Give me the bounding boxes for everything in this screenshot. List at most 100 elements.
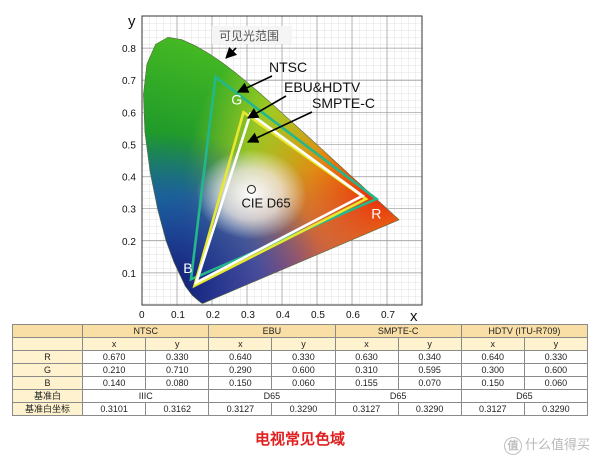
table-cell: 0.330 <box>523 350 589 364</box>
x-tick-label: 0.6 <box>346 310 360 321</box>
table-cell: 0.340 <box>397 350 462 364</box>
row-label: 基准白 <box>11 389 84 403</box>
visible-range-label-box <box>212 26 292 44</box>
table-cell: 0.3290 <box>397 402 462 416</box>
x-axis-title: x <box>410 308 418 322</box>
row-label: 基准白坐标 <box>11 402 84 416</box>
smpte-c-arrow <box>246 111 313 143</box>
col-header-ntsc: NTSC <box>82 324 210 338</box>
table-cell: 0.630 <box>334 350 399 364</box>
table-cell: 0.640 <box>460 350 525 364</box>
ebu-hdtv-label: EBU&HDTV <box>284 79 361 95</box>
y-tick-label: 0.2 <box>122 237 136 248</box>
table-header-row: NTSC EBU SMPTE-C HDTV (ITU-R709) <box>11 324 589 338</box>
table-corner-cell <box>11 324 84 338</box>
table-cell: 0.150 <box>208 376 273 390</box>
ebu-hdtv-arrow <box>247 95 287 119</box>
row-label: B <box>11 376 84 390</box>
table-cell: 0.080 <box>145 376 210 390</box>
table-cell: D65 <box>460 389 589 403</box>
white-point-label: CIE D65 <box>241 195 290 210</box>
table-cell: D65 <box>334 389 462 403</box>
y-tick-label: 0.7 <box>122 76 136 87</box>
y-tick-label: 0.1 <box>122 269 136 280</box>
table-cell: 0.3127 <box>460 402 525 416</box>
table-cell: 0.710 <box>145 363 210 377</box>
ebu-hdtv-gamut-triangle <box>192 110 369 289</box>
table-cell: 0.060 <box>271 376 336 390</box>
visible-range-arrow <box>225 46 238 59</box>
table-cell: 0.060 <box>523 376 589 390</box>
figure-caption: 电视常见色域 <box>254 430 345 448</box>
table-row: 基准白 IIIC D65 D65 D65 <box>11 389 589 403</box>
table-cell: 0.670 <box>82 350 147 364</box>
table-subheader-row: x y x y x y x y <box>11 337 589 351</box>
table-cell: 0.290 <box>208 363 273 377</box>
white-point-marker <box>246 184 256 194</box>
table-cell: 0.640 <box>208 350 273 364</box>
visible-range-label: 可见光范围 <box>219 29 279 43</box>
coord-header-y: y <box>523 337 589 351</box>
table-cell: 0.3127 <box>334 402 399 416</box>
table-subheader-blank <box>11 337 84 351</box>
x-axis-ticks: 0 0.1 0.2 0.3 0.4 0.5 0.6 0.7 <box>139 310 395 321</box>
table-cell: 0.3127 <box>208 402 273 416</box>
x-tick-label: 0.7 <box>381 310 395 321</box>
cie-chromaticity-diagram: CIE D65 R G B 可见光范围 NTSC EBU&HDTV SMPTE-… <box>122 13 423 322</box>
x-tick-label: 0.4 <box>276 310 290 321</box>
table-row: 基准白坐标 0.3101 0.3162 0.3127 0.3290 0.3127… <box>11 402 589 416</box>
ntsc-label: NTSC <box>269 59 307 75</box>
y-tick-label: 0.6 <box>122 108 136 119</box>
coord-header-y: y <box>145 337 210 351</box>
watermark: 值什么值得买 <box>503 434 590 455</box>
y-axis-ticks: 0.1 0.2 0.3 0.4 0.5 0.6 0.7 0.8 <box>122 44 136 280</box>
table-cell: 0.150 <box>460 376 525 390</box>
spectral-locus <box>143 36 400 304</box>
gamut-coordinates-table: NTSC EBU SMPTE-C HDTV (ITU-R709) x y x y… <box>11 324 589 416</box>
col-header-ebu: EBU <box>208 324 336 338</box>
smpte-c-gamut-triangle <box>194 111 365 286</box>
table-cell: 0.330 <box>271 350 336 364</box>
table-cell: 0.3162 <box>145 402 210 416</box>
y-tick-label: 0.5 <box>122 140 136 151</box>
coord-header-x: x <box>208 337 273 351</box>
table-cell: 0.310 <box>334 363 399 377</box>
row-label: G <box>11 363 84 377</box>
coord-header-y: y <box>271 337 336 351</box>
table-cell: 0.600 <box>523 363 589 377</box>
coord-header-x: x <box>82 337 147 351</box>
primary-label-red: R <box>371 205 381 221</box>
table-cell: 0.140 <box>82 376 147 390</box>
x-tick-label: 0.5 <box>311 310 325 321</box>
watermark-text: 什么值得买 <box>524 438 590 453</box>
smpte-c-label: SMPTE-C <box>312 95 375 111</box>
col-header-smpte-c: SMPTE-C <box>334 324 462 338</box>
table-cell: 0.210 <box>82 363 147 377</box>
coord-header-y: y <box>397 337 462 351</box>
x-tick-label: 0.2 <box>206 310 220 321</box>
table-cell: 0.595 <box>397 363 462 377</box>
table-cell: D65 <box>208 389 336 403</box>
primary-label-blue: B <box>183 260 192 276</box>
y-tick-label: 0.8 <box>122 44 136 55</box>
table-cell: 0.3290 <box>271 402 336 416</box>
x-tick-label: 0.1 <box>171 310 185 321</box>
table-cell: IIIC <box>82 389 210 403</box>
table-row: G 0.210 0.710 0.290 0.600 0.310 0.595 0.… <box>11 363 589 377</box>
table-cell: 0.3101 <box>82 402 147 416</box>
row-label: R <box>11 350 84 364</box>
y-tick-label: 0.4 <box>122 173 136 184</box>
table-cell: 0.330 <box>145 350 210 364</box>
table-row: R 0.670 0.330 0.640 0.330 0.630 0.340 0.… <box>11 350 589 364</box>
y-tick-label: 0.3 <box>122 205 136 216</box>
table-cell: 0.300 <box>460 363 525 377</box>
table-cell: 0.155 <box>334 376 399 390</box>
x-tick-label: 0.3 <box>241 310 255 321</box>
watermark-logo-icon: 值 <box>503 437 522 455</box>
table-cell: 0.3290 <box>523 402 589 416</box>
plot-frame <box>141 15 423 306</box>
table-cell: 0.600 <box>271 363 336 377</box>
x-tick-label: 0 <box>139 310 145 321</box>
col-header-hdtv: HDTV (ITU-R709) <box>460 324 589 338</box>
y-axis-title: y <box>128 13 136 30</box>
